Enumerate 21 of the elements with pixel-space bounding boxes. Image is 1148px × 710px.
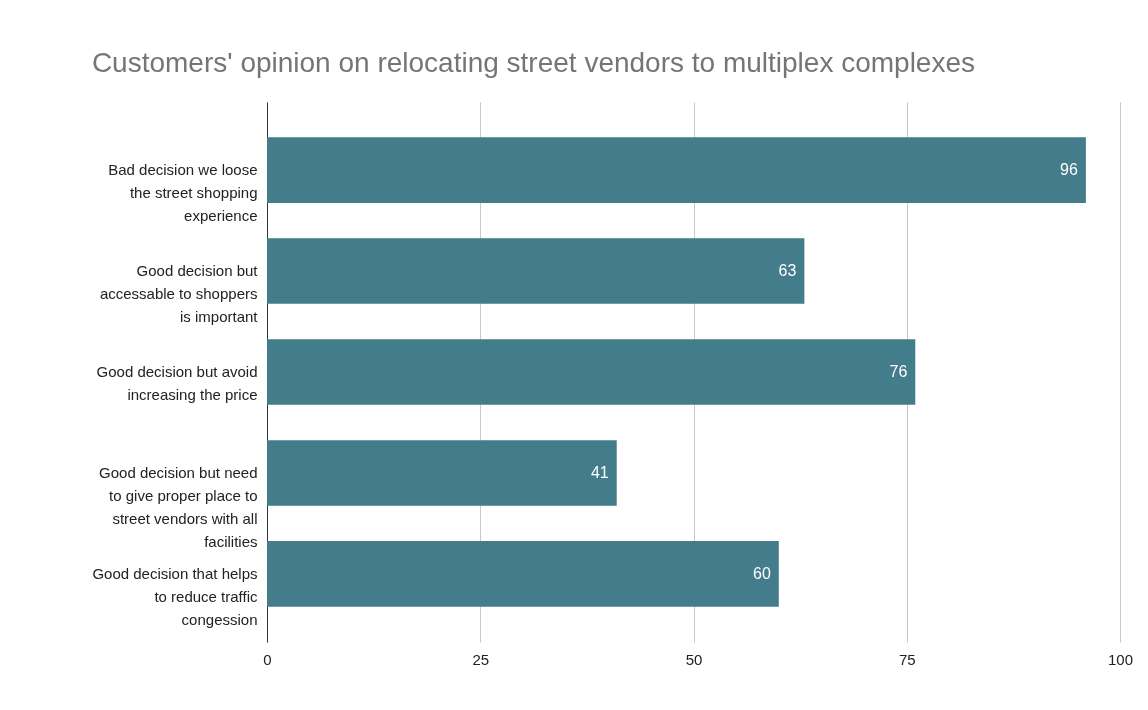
data-label: 63 (778, 262, 797, 280)
bar (267, 440, 617, 506)
data-label: 41 (590, 463, 609, 481)
bar (267, 238, 805, 304)
y-tick-label: Good decision but accessable to shoppers is important (99, 262, 259, 326)
bar (267, 137, 1086, 203)
y-tick-label: Good decision that helps to reduce traffic congession (92, 564, 258, 628)
x-tick-label: 25 (472, 650, 490, 668)
chart-title: Customers' opinion on relocating street vendors to multiplex complexes (91, 47, 975, 78)
y-tick-label: Good decision but need to give proper place to street vendors with all facilities (99, 463, 258, 550)
data-label: 96 (1060, 161, 1078, 179)
bar (267, 339, 916, 405)
x-tick-label: 0 (263, 650, 272, 668)
bar (267, 541, 779, 607)
data-label: 76 (889, 363, 908, 380)
y-tick-label: Bad decision we loose the street shopping experience (108, 161, 258, 225)
data-label: 60 (753, 564, 771, 582)
x-tick-label: 50 (685, 650, 703, 668)
y-tick-label: Good decision but avoid increasing the price (96, 363, 258, 403)
x-tick-label: 100 (1107, 650, 1134, 668)
x-tick-label: 75 (898, 650, 916, 668)
